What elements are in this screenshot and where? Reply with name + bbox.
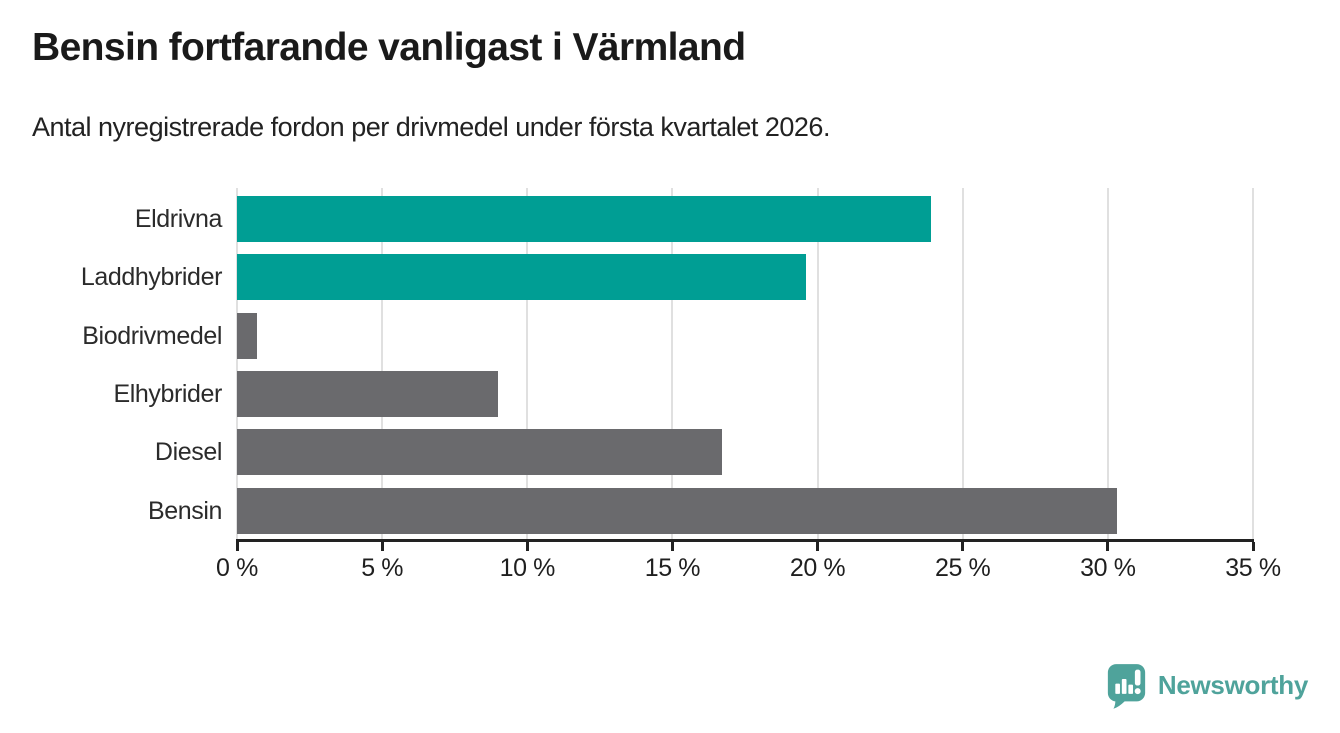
axis-tick-label: 30 % (1080, 554, 1136, 582)
chart-title: Bensin fortfarande vanligast i Värmland (32, 26, 746, 69)
category-label: Laddhybrider (80, 263, 223, 292)
logo-exclamation-stem (1134, 669, 1141, 686)
gridline (671, 188, 674, 541)
logo-bar-1 (1115, 683, 1120, 694)
newsworthy-logo-text: Newsworthy (1157, 670, 1308, 700)
category-label: Bensin (147, 496, 222, 525)
axis-tick-label: 5 % (361, 554, 404, 582)
gridline (381, 188, 384, 541)
axis-tick-label: 10 % (499, 554, 556, 582)
axis-tick-label: 25 % (935, 554, 991, 582)
axis-tick (670, 542, 674, 551)
axis-tick (1106, 542, 1110, 551)
category-label: Eldrivna (134, 205, 223, 233)
axis-tick (235, 542, 239, 551)
axis-tick (525, 542, 529, 551)
category-label: Biodrivmedel (82, 321, 222, 350)
category-label: Elhybrider (113, 380, 222, 409)
bar-chart: Eldrivna Laddhybrider Biodrivmedel Elhybrid… (0, 188, 1340, 608)
newsworthy-branding: Newsworthy (1106, 662, 1308, 709)
axis-tick-label: 35 % (1225, 554, 1281, 582)
axis-tick (1251, 542, 1255, 551)
axis-tick-label: 0 % (216, 554, 258, 582)
gridline (1252, 188, 1254, 541)
gridline (816, 188, 819, 541)
logo-bar-2 (1121, 678, 1127, 694)
gridline (526, 188, 529, 541)
axis-tick (380, 542, 384, 551)
newsworthy-logo-icon (1107, 664, 1145, 709)
bar-elhybrider (237, 371, 499, 418)
axis-tick (816, 542, 820, 551)
bar-eldrivna (237, 196, 931, 242)
axis-tick (961, 542, 965, 551)
category-label: Diesel (154, 438, 222, 467)
bar-diesel (237, 429, 722, 476)
axis-tick-label: 20 % (789, 554, 846, 582)
gridline (961, 188, 964, 541)
gridline (1106, 188, 1109, 541)
bar-biodrivmedel (237, 312, 258, 359)
plot-area (236, 188, 1254, 541)
axis-tick-label: 15 % (644, 554, 701, 582)
gridline (236, 188, 238, 541)
bar-bensin (237, 487, 1117, 534)
logo-exclamation-dot (1134, 688, 1141, 695)
chart-subtitle: Antal nyregistrerade fordon per drivmede… (32, 112, 830, 142)
logo-bar-3 (1128, 684, 1133, 694)
x-axis-line (236, 539, 1254, 542)
bar-laddhybrider (237, 254, 806, 301)
